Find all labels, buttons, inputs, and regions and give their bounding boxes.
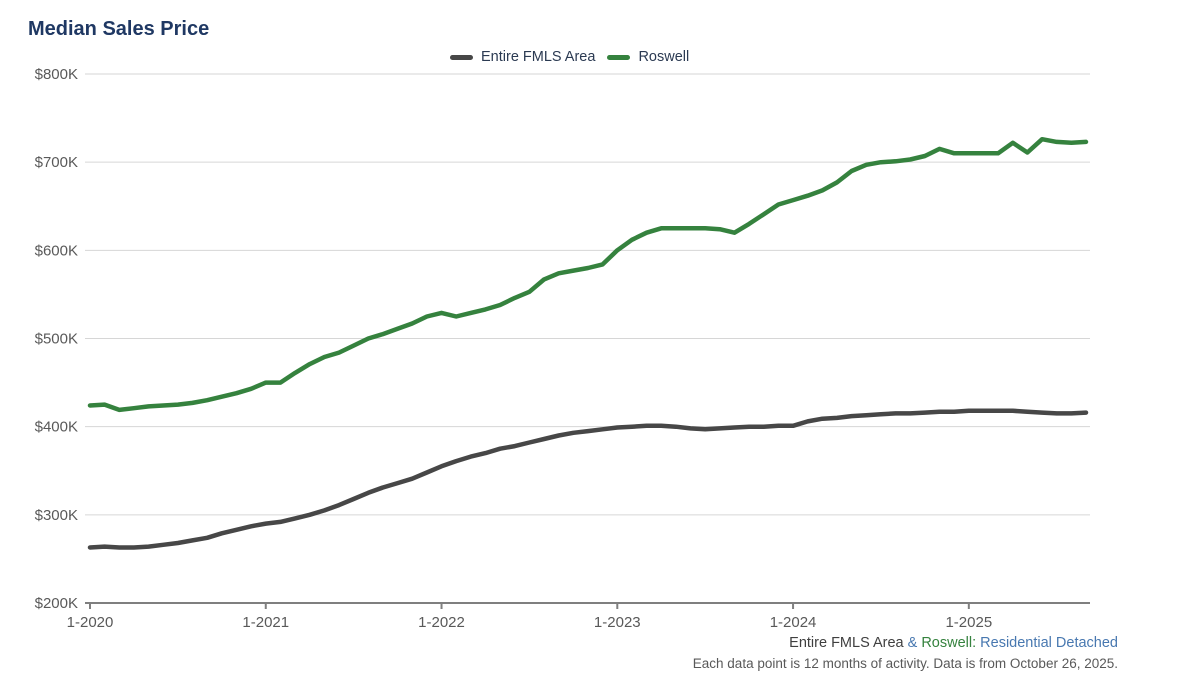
footer-ampersand: & — [903, 635, 922, 651]
y-tick-label: $600K — [35, 242, 78, 259]
legend-swatch-roswell — [607, 54, 631, 60]
y-tick-label: $400K — [35, 419, 78, 436]
footer-series-caption: Entire FMLS Area & Roswell: Residential … — [693, 633, 1118, 654]
x-tick-label: 1-2025 — [945, 614, 992, 631]
series-line-entire-fmls-area — [87, 408, 1089, 550]
chart-title: Median Sales Price — [28, 18, 210, 40]
legend: Entire FMLS Area Roswell — [450, 49, 689, 65]
legend-label-entire-fmls-area: Entire FMLS Area — [481, 49, 596, 65]
y-tick-label: $200K — [35, 595, 78, 612]
x-tick-label: 1-2024 — [770, 614, 817, 631]
series-line-roswell — [87, 136, 1089, 413]
x-tick-label: 1-2021 — [242, 614, 289, 631]
footer-property-type: Residential Detached — [980, 635, 1118, 651]
x-tick-label: 1-2023 — [594, 614, 641, 631]
footer-note: Each data point is 12 months of activity… — [692, 656, 1118, 672]
y-tick-label: $700K — [35, 154, 78, 171]
footer-colon: : — [972, 635, 981, 651]
footer-series2-label: Roswell — [921, 635, 973, 651]
chart-footer: Entire FMLS Area & Roswell: Residential … — [693, 633, 1118, 674]
legend-item-entire-fmls-area[interactable]: Entire FMLS Area — [450, 49, 595, 65]
y-tick-label: $500K — [35, 331, 78, 348]
y-tick-label: $300K — [35, 507, 78, 524]
x-tick-label: 1-2022 — [418, 614, 465, 631]
footer-series1-label: Entire FMLS Area — [789, 635, 904, 651]
legend-label-roswell: Roswell — [638, 49, 690, 65]
legend-item-roswell[interactable]: Roswell — [607, 49, 689, 65]
legend-swatch-entire-fmls-area — [450, 54, 473, 60]
x-tick-label: 1-2020 — [67, 614, 114, 631]
y-tick-label: $800K — [35, 66, 78, 83]
